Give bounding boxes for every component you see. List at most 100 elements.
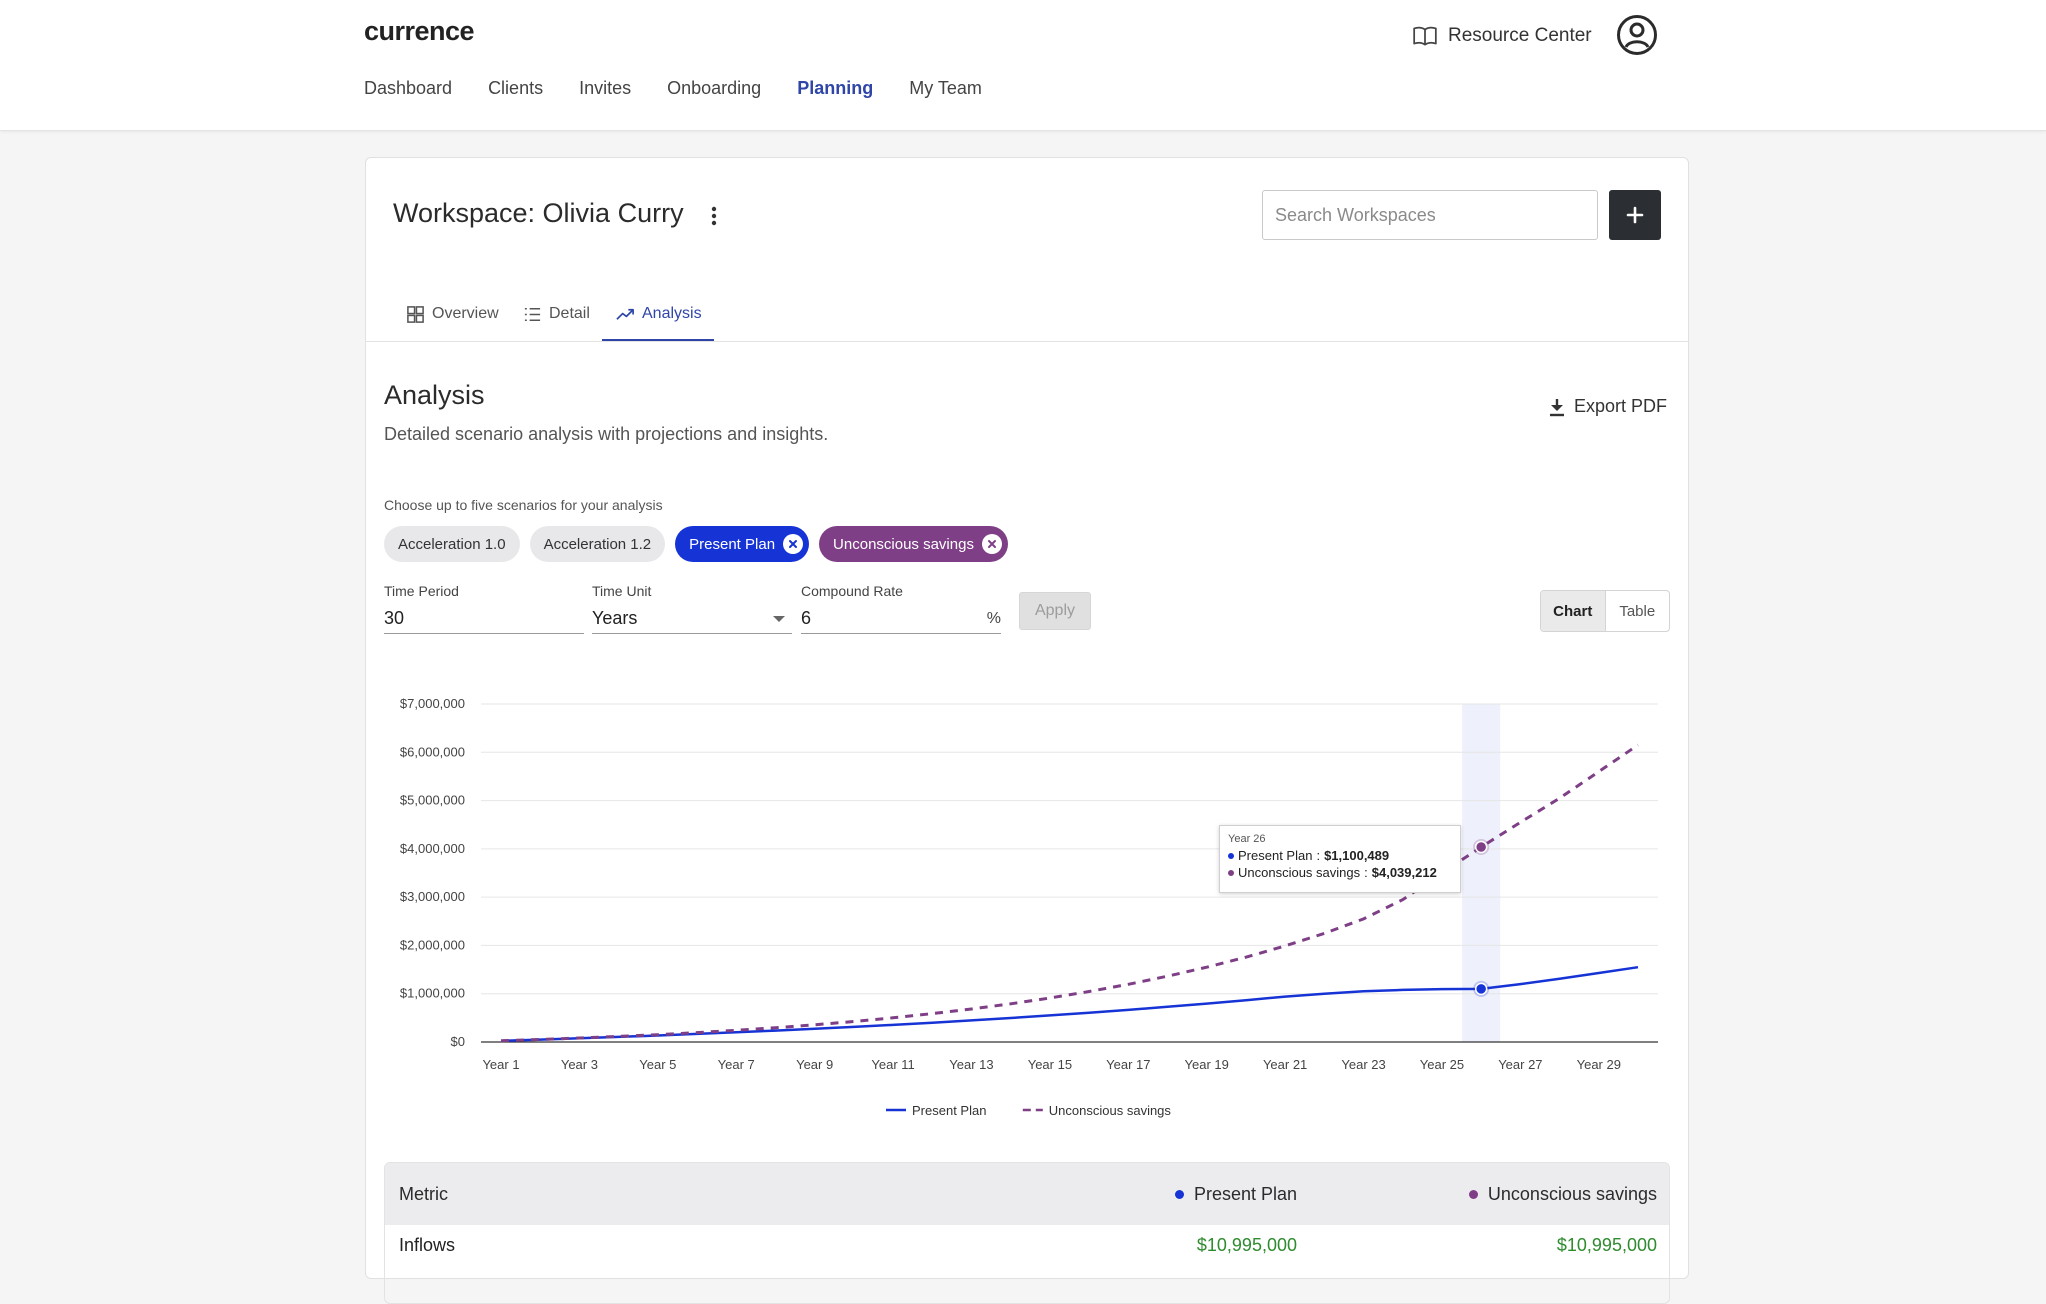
view-toggle: Chart Table [1540, 590, 1670, 632]
y-tick-label: $0 [451, 1034, 465, 1049]
scenario-chips: Acceleration 1.0 Acceleration 1.2 Presen… [384, 526, 1008, 562]
remove-chip-icon[interactable] [981, 534, 1002, 554]
account-icon[interactable] [1616, 14, 1658, 56]
nav-dashboard[interactable]: Dashboard [364, 78, 453, 98]
metrics-table: Metric Present Plan Unconscious savings … [384, 1162, 1670, 1304]
nav-onboarding[interactable]: Onboarding [667, 78, 762, 98]
tab-overview-label: Overview [432, 305, 499, 322]
app-logo[interactable]: currence [364, 16, 475, 46]
legend-dot-icon [1174, 1189, 1184, 1199]
tab-analysis-label: Analysis [642, 305, 702, 322]
table-view-button[interactable]: Table [1619, 602, 1656, 620]
grid-icon [407, 305, 424, 323]
x-tick-label: Year 1 [482, 1057, 519, 1072]
trending-up-icon [616, 308, 634, 320]
apply-button[interactable]: Apply [1019, 592, 1091, 630]
x-tick-label: Year 23 [1341, 1057, 1385, 1072]
legend-dot-icon [1468, 1189, 1478, 1199]
scenario-chip-present-plan[interactable]: Present Plan [675, 526, 810, 562]
remove-chip-icon[interactable] [783, 534, 804, 554]
tab-overview[interactable]: Overview [406, 286, 499, 342]
search-workspaces-input[interactable] [1262, 190, 1598, 240]
scenario-chip-unconscious-savings[interactable]: Unconscious savings [819, 526, 1008, 562]
scenario-chip-label: Unconscious savings [833, 535, 974, 553]
series-line [500, 965, 1639, 1043]
dropdown-arrow-icon [773, 615, 785, 622]
y-tick-label: $5,000,000 [400, 793, 465, 808]
export-pdf-button[interactable]: Export PDF [1548, 396, 1667, 417]
tooltip-series-value: $4,039,212 [1371, 865, 1437, 880]
compound-rate-input[interactable]: 6 % [801, 604, 1001, 634]
more-options-icon[interactable] [706, 204, 722, 228]
x-tick-label: Year 11 [871, 1057, 914, 1072]
tooltip-series-name: Present Plan [1238, 848, 1313, 863]
x-tick-label: Year 5 [639, 1057, 676, 1072]
x-tick-label: Year 13 [949, 1057, 993, 1072]
y-tick-label: $4,000,000 [400, 841, 465, 856]
download-icon [1550, 398, 1564, 416]
metric-value: $10,995,000 [1556, 1234, 1657, 1255]
scenario-instructions: Choose up to five scenarios for your ana… [384, 497, 663, 513]
legend-dot-icon [1228, 852, 1234, 859]
export-pdf-label: Export PDF [1574, 396, 1668, 416]
tab-detail[interactable]: Detail [523, 286, 590, 342]
tooltip-year: Year 26 [1228, 833, 1266, 845]
highlight-point [1474, 840, 1488, 854]
y-tick-label: $1,000,000 [400, 986, 465, 1001]
tooltip-row: Present Plan: $1,100,489 [1228, 847, 1452, 864]
legend-label: Unconscious savings [1049, 1103, 1172, 1118]
workspace-card: Workspace: Olivia Curry Overview Detail … [365, 157, 1689, 1304]
y-tick-label: $6,000,000 [400, 744, 465, 759]
analysis-title: Analysis [384, 380, 485, 410]
book-icon [1413, 26, 1437, 46]
tabs-divider [366, 341, 1688, 342]
add-workspace-button[interactable] [1609, 190, 1661, 240]
tooltip-series-name: Unconscious savings [1238, 865, 1361, 880]
analysis-subtitle: Detailed scenario analysis with projecti… [384, 424, 829, 444]
scenario-chip-acceleration-1-0[interactable]: Acceleration 1.0 [384, 526, 520, 562]
x-tick-label: Year 3 [561, 1057, 598, 1072]
present-plan-header-label: Present Plan [1193, 1183, 1297, 1204]
highlight-point [1474, 982, 1488, 996]
chart-tooltip: Year 26 Present Plan: $1,100,489 Unconsc… [1219, 825, 1461, 893]
time-unit-label: Time Unit [592, 583, 652, 599]
metric-value: $10,995,000 [1196, 1234, 1297, 1255]
table-header: Metric Present Plan Unconscious savings [385, 1163, 1669, 1225]
legend-dot-icon [1228, 869, 1234, 876]
y-tick-label: $2,000,000 [400, 937, 465, 952]
metric-name: Inflows [399, 1234, 456, 1255]
tooltip-row: Unconscious savings: $4,039,212 [1228, 864, 1452, 881]
top-header: currence Resource Center Dashboard Clien… [0, 0, 2046, 131]
table-row: Inflows $10,995,000 $10,995,000 [385, 1225, 1669, 1265]
metric-column-header: Metric [399, 1183, 448, 1204]
x-tick-label: Year 19 [1185, 1057, 1229, 1072]
nav-invites[interactable]: Invites [579, 78, 632, 98]
nav-clients[interactable]: Clients [488, 78, 544, 98]
resource-center-label: Resource Center [1448, 25, 1592, 46]
tooltip-series-value: $1,100,489 [1324, 848, 1390, 863]
percent-suffix: % [986, 609, 1001, 627]
resource-center-link[interactable]: Resource Center [1412, 22, 1592, 50]
workspace-title: Workspace: Olivia Curry [393, 198, 684, 228]
time-period-input[interactable]: 30 [384, 604, 584, 634]
x-tick-label: Year 21 [1263, 1057, 1307, 1072]
nav-my-team[interactable]: My Team [909, 78, 982, 98]
main-nav: Dashboard Clients Invites Onboarding Pla… [364, 78, 982, 99]
y-tick-label: $7,000,000 [400, 696, 465, 711]
x-tick-label: Year 29 [1577, 1057, 1621, 1072]
scenario-chip-label: Acceleration 1.2 [543, 535, 652, 553]
present-plan-column-header: Present Plan [1077, 1184, 1297, 1205]
time-period-label: Time Period [384, 583, 459, 599]
scenario-chip-label: Acceleration 1.0 [398, 535, 506, 553]
nav-planning[interactable]: Planning [797, 78, 874, 98]
legend-label: Present Plan [912, 1103, 986, 1118]
active-tab-indicator [602, 339, 714, 342]
scenario-chip-label: Present Plan [689, 535, 776, 553]
tab-analysis[interactable]: Analysis [616, 286, 702, 342]
chart-view-button[interactable]: Chart [1541, 591, 1606, 631]
scenario-chip-acceleration-1-2[interactable]: Acceleration 1.2 [529, 526, 666, 562]
unconscious-savings-header-label: Unconscious savings [1487, 1183, 1657, 1204]
time-unit-value: Years [592, 608, 638, 628]
series-line [500, 743, 1639, 1043]
time-unit-select[interactable]: Years [592, 604, 792, 634]
